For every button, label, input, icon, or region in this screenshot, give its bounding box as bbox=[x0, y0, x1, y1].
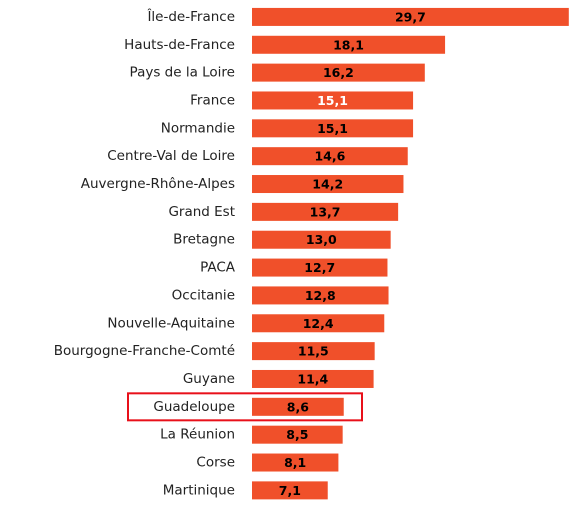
bar bbox=[252, 91, 414, 110]
bar bbox=[252, 481, 328, 500]
highlight-box bbox=[127, 392, 363, 422]
value-label: 13,0 bbox=[306, 232, 337, 247]
value-label: 15,1 bbox=[317, 121, 348, 136]
category-label: Bourgogne-Franche-Comté bbox=[54, 343, 235, 359]
value-label: 8,6 bbox=[287, 399, 309, 414]
bar bbox=[252, 453, 339, 472]
bar bbox=[252, 369, 374, 388]
bar bbox=[252, 119, 414, 138]
category-label: PACA bbox=[200, 260, 236, 276]
category-label: Hauts-de-France bbox=[124, 37, 235, 53]
value-label: 8,5 bbox=[286, 427, 308, 442]
category-label: Pays de la Loire bbox=[130, 65, 235, 81]
category-label: Martinique bbox=[163, 482, 235, 498]
bar bbox=[252, 7, 569, 26]
bar bbox=[252, 342, 375, 361]
value-label: 8,1 bbox=[284, 455, 306, 470]
value-label: 12,7 bbox=[304, 260, 335, 275]
category-label: La Réunion bbox=[160, 427, 235, 443]
category-label: Grand Est bbox=[168, 204, 235, 220]
category-label: Centre-Val de Loire bbox=[107, 148, 235, 164]
value-label: 14,6 bbox=[314, 149, 345, 164]
bar bbox=[252, 286, 389, 305]
value-label: 11,4 bbox=[297, 371, 328, 386]
value-label: 18,1 bbox=[333, 37, 364, 52]
category-label: Nouvelle-Aquitaine bbox=[107, 315, 235, 331]
value-label: 15,1 bbox=[317, 93, 348, 108]
value-label: 29,7 bbox=[395, 9, 426, 24]
category-label: Normandie bbox=[161, 120, 235, 136]
bar bbox=[252, 147, 408, 166]
category-label: Auvergne-Rhône-Alpes bbox=[81, 176, 235, 192]
bar bbox=[252, 258, 388, 277]
value-label: 14,2 bbox=[312, 177, 343, 192]
bar bbox=[252, 425, 343, 444]
bar bbox=[252, 230, 391, 249]
category-label: Bretagne bbox=[173, 232, 235, 248]
category-label: Guyane bbox=[183, 371, 235, 387]
category-label: Occitanie bbox=[172, 287, 235, 303]
category-label: Île-de-France bbox=[146, 7, 235, 25]
value-label: 12,8 bbox=[305, 288, 336, 303]
bar bbox=[252, 175, 404, 194]
value-label: 12,4 bbox=[303, 316, 334, 331]
value-label: 7,1 bbox=[279, 483, 301, 498]
category-label: France bbox=[190, 92, 235, 108]
value-label: 11,5 bbox=[298, 344, 329, 359]
bar bbox=[252, 202, 399, 221]
category-label: Corse bbox=[196, 455, 235, 471]
bar bbox=[252, 397, 344, 416]
value-label: 16,2 bbox=[323, 65, 354, 80]
category-label: Guadeloupe bbox=[153, 399, 235, 415]
bar bbox=[252, 314, 385, 333]
value-label: 13,7 bbox=[310, 204, 341, 219]
bar bbox=[252, 63, 425, 82]
bar bbox=[252, 35, 446, 54]
